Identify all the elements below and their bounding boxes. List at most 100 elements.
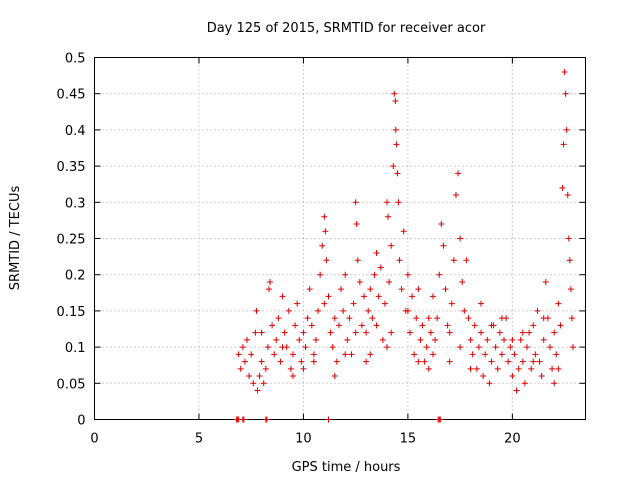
data-point: [264, 344, 271, 351]
data-point: [344, 336, 351, 343]
data-point: [417, 336, 424, 343]
data-point: [515, 365, 522, 372]
data-point: [375, 293, 382, 300]
data-point: [298, 358, 305, 365]
data-point: [300, 329, 307, 336]
data-point: [369, 315, 376, 322]
data-point: [256, 373, 263, 380]
data-point: [338, 286, 345, 293]
data-point: [379, 336, 386, 343]
data-point: [423, 344, 430, 351]
data-point: [390, 163, 397, 170]
data-point: [542, 278, 549, 285]
data-point: [289, 373, 296, 380]
data-point: [521, 380, 528, 387]
data-point: [331, 315, 338, 322]
data-point: [319, 242, 326, 249]
data-point: [455, 170, 462, 177]
x-tick-label: 0: [90, 432, 98, 447]
data-point: [498, 351, 505, 358]
data-point: [551, 329, 558, 336]
data-point: [367, 351, 374, 358]
data-point: [467, 365, 474, 372]
data-point: [306, 286, 313, 293]
data-point: [363, 329, 370, 336]
data-point: [434, 315, 441, 322]
data-point: [568, 315, 575, 322]
data-point: [482, 351, 489, 358]
data-point: [373, 249, 380, 256]
data-point: [523, 344, 530, 351]
data-point: [488, 322, 495, 329]
data-point: [421, 358, 428, 365]
axis-ticks: 0 0.05 0.1 0.15 0.2 0.25 0.3 0.35 0.4 0.45 0.5 0 5 10…: [57, 52, 586, 447]
data-point: [254, 387, 261, 394]
y-tick-label: 0.45: [57, 88, 86, 103]
data-point: [398, 286, 405, 293]
data-point: [463, 257, 470, 264]
data-point: [321, 300, 328, 307]
data-point: [517, 336, 524, 343]
data-point: [442, 286, 449, 293]
data-point: [281, 329, 288, 336]
data-point: [393, 141, 400, 148]
data-point: [452, 192, 459, 199]
data-point: [478, 329, 485, 336]
data-point: [425, 365, 432, 372]
data-point: [325, 416, 332, 423]
data-point: [505, 358, 512, 365]
data-point: [358, 322, 365, 329]
data-point: [415, 358, 422, 365]
data-point: [501, 336, 508, 343]
data-point: [461, 307, 468, 314]
data-point: [509, 373, 516, 380]
data-point: [321, 213, 328, 220]
data-point: [263, 416, 270, 423]
data-point: [448, 300, 455, 307]
data-point: [488, 358, 495, 365]
data-point: [511, 351, 518, 358]
data-point: [415, 286, 422, 293]
data-point: [352, 199, 359, 206]
data-point: [446, 358, 453, 365]
data-point: [465, 315, 472, 322]
data-point: [365, 307, 372, 314]
data-point: [392, 97, 399, 104]
y-axis-label: SRMTID / TECUs: [8, 186, 23, 291]
data-point: [429, 351, 436, 358]
data-point: [394, 170, 401, 177]
y-tick-label: 0.05: [57, 377, 86, 392]
data-point: [567, 286, 574, 293]
data-point: [413, 315, 420, 322]
data-point: [436, 271, 443, 278]
y-tick-label: 0.1: [65, 341, 86, 356]
data-point: [557, 322, 564, 329]
data-point: [285, 307, 292, 314]
data-point: [409, 293, 416, 300]
data-point: [395, 199, 402, 206]
data-point: [427, 329, 434, 336]
plot-frame: [94, 57, 586, 420]
x-tick-label: 20: [504, 432, 521, 447]
data-point: [384, 199, 391, 206]
data-point: [269, 322, 276, 329]
data-point: [260, 380, 267, 387]
data-point: [248, 351, 255, 358]
y-tick-label: 0.35: [57, 160, 86, 175]
data-point: [561, 68, 568, 75]
data-point: [532, 351, 539, 358]
data-point: [385, 213, 392, 220]
data-point: [391, 90, 398, 97]
data-point: [450, 257, 457, 264]
data-point: [384, 344, 391, 351]
data-point: [429, 293, 436, 300]
x-tick-label: 5: [195, 432, 203, 447]
data-point: [367, 286, 374, 293]
data-point: [538, 373, 545, 380]
data-point: [273, 336, 280, 343]
data-point: [471, 322, 478, 329]
data-point: [388, 329, 395, 336]
data-point: [325, 293, 332, 300]
data-point: [437, 416, 444, 423]
data-point: [250, 380, 257, 387]
